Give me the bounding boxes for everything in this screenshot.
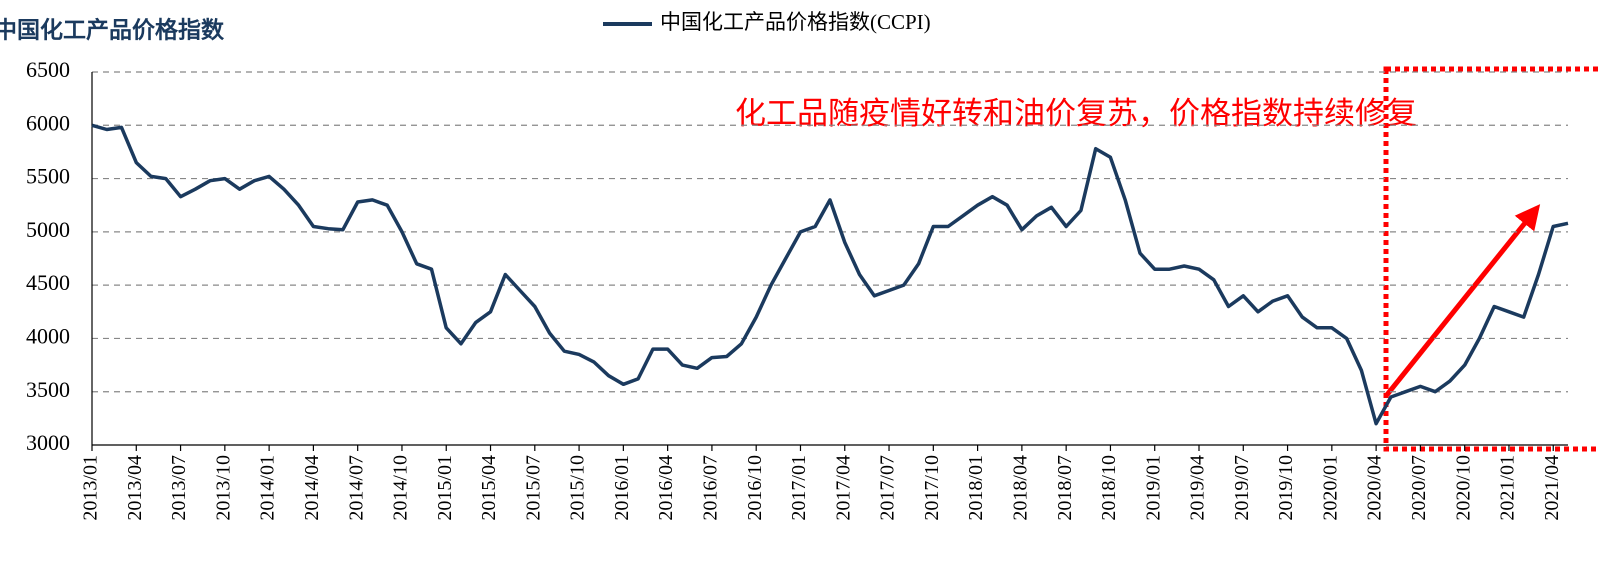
x-tick-label: 2017/07: [877, 455, 899, 521]
x-tick-label: 2019/07: [1231, 455, 1253, 521]
y-tick-label: 4500: [26, 270, 70, 295]
x-tick-label: 2013/04: [124, 455, 146, 521]
x-tick-label: 2016/01: [611, 455, 633, 521]
x-tick-label: 2020/01: [1319, 455, 1341, 521]
x-tick-label: 2020/04: [1364, 455, 1386, 521]
legend-label: 中国化工产品价格指数(CCPI): [660, 10, 931, 34]
x-tick-label: 2015/07: [522, 455, 544, 521]
x-tick-label: 2018/07: [1054, 455, 1076, 521]
x-tick-label: 2021/01: [1497, 455, 1519, 521]
x-tick-label: 2013/10: [212, 455, 234, 521]
x-tick-label: 2019/04: [1187, 455, 1209, 521]
x-tick-label: 2020/07: [1408, 455, 1430, 521]
x-tick-label: 2016/07: [700, 455, 722, 521]
chart-title: 中国化工产品价格指数: [0, 16, 225, 42]
y-tick-label: 5500: [26, 164, 70, 189]
x-tick-label: 2015/10: [567, 455, 589, 521]
x-tick-label: 2016/10: [744, 455, 766, 521]
x-tick-label: 2020/10: [1452, 455, 1474, 521]
x-tick-label: 2019/01: [1142, 455, 1164, 521]
y-tick-label: 3500: [26, 377, 70, 402]
x-tick-label: 2013/01: [80, 455, 102, 521]
x-tick-label: 2014/07: [345, 455, 367, 521]
x-tick-label: 2017/01: [788, 455, 810, 521]
x-tick-label: 2018/10: [1098, 455, 1120, 521]
y-tick-label: 3000: [26, 430, 70, 455]
legend: 中国化工产品价格指数(CCPI): [603, 10, 931, 34]
x-tick-label: 2019/10: [1275, 455, 1297, 521]
x-tick-label: 2017/10: [921, 455, 943, 521]
y-tick-label: 4000: [26, 323, 70, 348]
x-tick-label: 2013/07: [168, 455, 190, 521]
x-tick-label: 2014/10: [390, 455, 412, 521]
highlight-box: [1383, 66, 1598, 452]
y-tick-label: 6500: [26, 57, 70, 82]
x-tick-label: 2015/01: [434, 455, 456, 521]
x-tick-label: 2018/04: [1009, 455, 1031, 521]
x-tick-label: 2021/04: [1541, 455, 1563, 521]
data-line: [91, 123, 1569, 426]
x-tick-label: 2018/01: [965, 455, 987, 521]
y-tick-label: 5000: [26, 217, 70, 242]
trend-arrow: [1384, 204, 1541, 398]
x-tick-label: 2016/04: [655, 455, 677, 521]
x-tick-label: 2017/04: [832, 455, 854, 521]
x-tick-label: 2015/04: [478, 455, 500, 521]
x-tick-label: 2014/04: [301, 455, 323, 521]
x-tick-label: 2014/01: [257, 455, 279, 521]
y-tick-label: 6000: [26, 110, 70, 135]
